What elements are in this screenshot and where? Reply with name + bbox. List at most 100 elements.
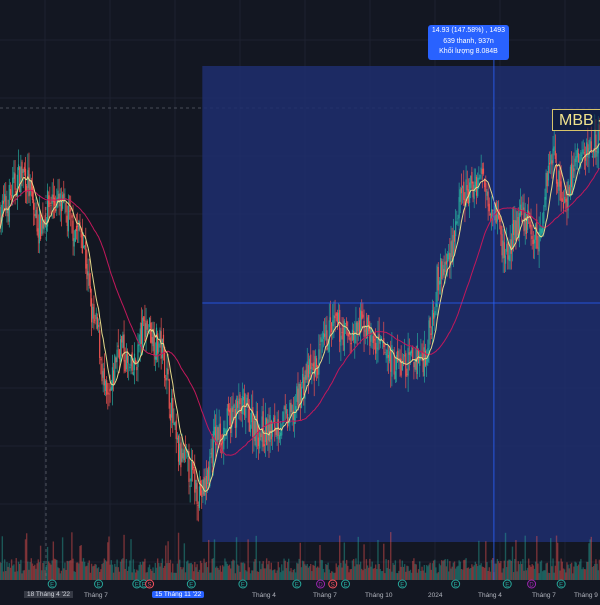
volume-bar — [37, 559, 39, 580]
volume-bar — [568, 568, 570, 580]
candle-body — [594, 129, 596, 158]
candle-body — [410, 350, 413, 354]
candle-body — [348, 332, 350, 337]
candle-body — [94, 319, 96, 321]
volume-bar — [32, 565, 35, 580]
candle-body — [81, 233, 83, 254]
candle-body — [540, 228, 543, 234]
candle-body — [343, 320, 345, 351]
event-marker[interactable]: E — [397, 579, 407, 589]
candle-body — [475, 176, 478, 196]
candle-body — [263, 444, 265, 447]
candle-body — [560, 181, 562, 201]
volume-bar — [74, 571, 77, 580]
event-marker[interactable]: S — [145, 579, 155, 589]
candle-body — [80, 231, 82, 238]
event-marker[interactable]: E — [186, 579, 196, 589]
volume-bar — [163, 565, 166, 580]
volume-bar — [246, 571, 248, 580]
candle-body — [306, 361, 308, 380]
candle-body — [36, 207, 38, 232]
volume-bar — [85, 566, 87, 580]
volume-bar — [51, 560, 53, 580]
candle-body — [340, 335, 342, 346]
candle-body — [238, 398, 240, 412]
candle-body — [260, 433, 262, 438]
event-marker[interactable]: E — [238, 579, 248, 589]
event-marker-circle — [292, 579, 302, 589]
candle-body — [364, 329, 366, 332]
volume-bar — [263, 568, 266, 580]
volume-bar — [133, 569, 136, 580]
candle-body — [443, 268, 445, 275]
candle-body — [353, 330, 355, 340]
volume-bar — [236, 564, 239, 580]
volume-bar — [82, 558, 85, 580]
event-marker[interactable]: E — [451, 579, 461, 589]
candle-body — [574, 158, 576, 167]
volume-bar — [8, 563, 10, 580]
event-marker[interactable]: E — [94, 579, 104, 589]
candle-body — [478, 177, 480, 180]
event-marker[interactable]: E — [47, 579, 57, 589]
event-marker-letter: E — [97, 583, 101, 589]
volume-bar — [354, 566, 356, 580]
volume-bar — [213, 539, 216, 580]
candle-body — [103, 368, 105, 386]
volume-bar — [335, 563, 337, 580]
time-axis-label: Tháng 7 — [84, 592, 108, 599]
event-marker[interactable]: E — [556, 579, 566, 589]
volume-bar — [570, 562, 573, 580]
volume-bar — [109, 564, 111, 580]
volume-bar — [392, 562, 394, 580]
candle-body — [442, 265, 444, 277]
candle-body — [253, 421, 255, 439]
candle-body — [220, 442, 223, 446]
candle-body — [304, 375, 306, 399]
volume-bar — [314, 560, 317, 580]
candle-body — [557, 182, 559, 187]
candle-body — [298, 383, 300, 404]
candle-body — [479, 174, 481, 179]
volume-bar — [323, 572, 326, 580]
measurement-range-box[interactable] — [202, 66, 600, 542]
event-marker[interactable]: D — [316, 579, 326, 589]
volume-bar — [304, 564, 306, 580]
volume-bar — [358, 564, 361, 580]
candle-body — [460, 187, 463, 194]
candle-body — [270, 420, 272, 440]
volume-bar — [540, 560, 543, 580]
volume-bar — [591, 567, 594, 580]
candle-body — [370, 328, 372, 342]
candle-body — [13, 172, 15, 179]
event-marker[interactable]: D — [527, 579, 537, 589]
candle-body — [303, 377, 305, 396]
candle-body — [211, 448, 213, 464]
event-marker[interactable]: E — [502, 579, 512, 589]
candle-body — [429, 317, 431, 328]
volume-bar — [87, 562, 89, 580]
candle-body — [26, 186, 28, 193]
candle-body — [167, 369, 169, 375]
candle-body — [259, 432, 261, 449]
event-marker[interactable]: S — [328, 579, 338, 589]
volume-bar — [148, 564, 151, 580]
event-marker[interactable]: E — [292, 579, 302, 589]
volume-bar — [197, 571, 199, 580]
candle-body — [500, 225, 502, 235]
candle-body — [337, 312, 340, 325]
volume-bar — [402, 566, 405, 580]
candle-body — [194, 469, 196, 493]
candle-body — [576, 148, 578, 158]
volume-bar — [400, 566, 402, 580]
ticker-label[interactable]: MBB - — [552, 109, 600, 131]
volume-bar — [511, 546, 514, 580]
volume-bar — [445, 566, 448, 580]
event-marker[interactable]: E — [341, 579, 351, 589]
candle-body — [536, 219, 538, 249]
volume-bar — [521, 563, 523, 580]
candle-body — [570, 163, 573, 188]
